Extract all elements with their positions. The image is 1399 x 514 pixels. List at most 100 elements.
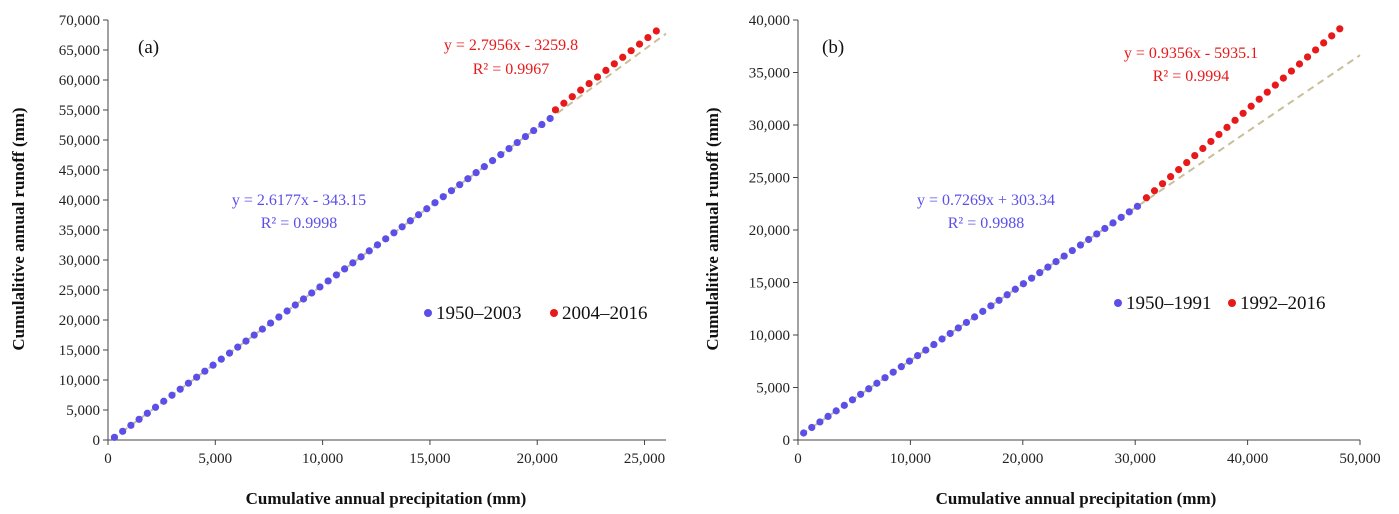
data-point bbox=[472, 169, 480, 177]
y-tick-label: 45,000 bbox=[59, 163, 100, 179]
data-point bbox=[593, 73, 602, 81]
x-tick-label: 15,000 bbox=[409, 451, 450, 467]
data-point bbox=[1044, 263, 1052, 271]
series-1-points bbox=[800, 202, 1142, 437]
data-point bbox=[1003, 291, 1011, 299]
data-point bbox=[610, 60, 618, 68]
data-point bbox=[1287, 67, 1296, 75]
data-point bbox=[1101, 224, 1109, 233]
y-tick-label: 10,000 bbox=[59, 373, 100, 389]
legend-label-series-1: 1950–2003 bbox=[436, 303, 522, 324]
data-point bbox=[635, 40, 644, 48]
x-tick-label: 0 bbox=[794, 451, 802, 467]
data-point bbox=[652, 27, 660, 35]
data-point bbox=[324, 277, 332, 285]
x-tick-label: 10,000 bbox=[302, 451, 343, 467]
r2-series-1: R² = 0.9988 bbox=[948, 215, 1025, 232]
y-tick-label: 40,000 bbox=[59, 193, 100, 209]
legend-marker-series-2 bbox=[550, 309, 558, 317]
data-point bbox=[283, 307, 291, 315]
y-tick-label: 40,000 bbox=[749, 13, 790, 29]
data-point bbox=[464, 175, 472, 183]
data-point bbox=[808, 423, 816, 432]
legend-label-series-1: 1950–1991 bbox=[1126, 293, 1212, 314]
data-point bbox=[349, 259, 357, 267]
x-tick-label: 10,000 bbox=[890, 451, 931, 467]
data-point bbox=[840, 401, 848, 409]
data-point bbox=[390, 229, 398, 237]
chart-panel-b: 0 10,000 20,000 30,000 40,000 50,000 0 5,000 10,… bbox=[703, 13, 1381, 508]
data-point bbox=[568, 93, 576, 101]
x-tick-label: 0 bbox=[104, 451, 112, 467]
legend: 1950–2003 2004–2016 bbox=[424, 303, 648, 324]
data-point bbox=[585, 79, 593, 88]
data-point bbox=[1336, 25, 1344, 33]
data-point bbox=[439, 193, 447, 201]
data-point bbox=[1175, 166, 1183, 174]
y-tick-label: 20,000 bbox=[749, 223, 790, 239]
data-point bbox=[234, 343, 242, 351]
data-point bbox=[800, 429, 808, 437]
data-point bbox=[127, 421, 135, 429]
legend-marker-series-1 bbox=[1114, 299, 1122, 307]
data-point bbox=[250, 331, 258, 339]
data-point bbox=[308, 289, 316, 297]
data-point bbox=[905, 357, 914, 365]
data-point bbox=[538, 120, 546, 129]
data-point bbox=[258, 325, 267, 333]
data-point bbox=[979, 307, 987, 315]
x-tick-label: 25,000 bbox=[624, 451, 665, 467]
data-point bbox=[1036, 269, 1044, 277]
data-point bbox=[423, 205, 431, 213]
panel-label: (a) bbox=[138, 37, 159, 58]
data-point bbox=[267, 319, 275, 327]
data-point bbox=[1133, 202, 1142, 210]
data-point bbox=[1271, 81, 1279, 89]
data-point bbox=[1247, 102, 1255, 110]
data-point bbox=[1328, 32, 1336, 40]
data-point bbox=[242, 337, 250, 345]
data-point bbox=[513, 138, 521, 147]
data-point bbox=[530, 126, 538, 135]
series-2-points bbox=[1142, 25, 1344, 202]
data-point bbox=[1019, 280, 1028, 288]
x-tick-label: 50,000 bbox=[1339, 451, 1380, 467]
equation-series-2: y = 2.7956x - 3259.8 bbox=[444, 37, 578, 54]
legend-label-series-2: 1992–2016 bbox=[1240, 293, 1326, 314]
x-tick-label: 30,000 bbox=[1115, 451, 1156, 467]
data-point bbox=[365, 247, 373, 255]
data-point bbox=[995, 296, 1003, 304]
x-tick-label: 20,000 bbox=[517, 451, 558, 467]
data-point bbox=[431, 199, 439, 207]
data-point bbox=[987, 302, 995, 310]
data-point bbox=[577, 86, 585, 94]
plot-frame: 0 10,000 20,000 30,000 40,000 50,000 0 5,000 10,… bbox=[749, 13, 1381, 467]
data-point bbox=[160, 397, 168, 405]
data-point bbox=[1142, 194, 1151, 202]
data-point bbox=[414, 211, 423, 219]
x-tick-label: 40,000 bbox=[1227, 451, 1268, 467]
data-point bbox=[225, 349, 234, 357]
data-point bbox=[1060, 252, 1068, 260]
y-tick-label: 10,000 bbox=[749, 328, 790, 344]
data-point bbox=[848, 396, 857, 404]
data-point bbox=[1231, 116, 1239, 124]
data-point bbox=[602, 66, 610, 75]
x-tick-label: 5,000 bbox=[198, 451, 232, 467]
y-tick-label: 50,000 bbox=[59, 133, 100, 149]
data-point bbox=[1125, 208, 1133, 216]
x-tick-label: 20,000 bbox=[1002, 451, 1043, 467]
data-point bbox=[962, 318, 971, 327]
y-tick-label: 5,000 bbox=[66, 403, 100, 419]
legend-marker-series-1 bbox=[424, 309, 432, 317]
data-point bbox=[291, 301, 299, 309]
data-point bbox=[1117, 213, 1125, 221]
data-point bbox=[488, 157, 497, 165]
r2-series-1: R² = 0.9998 bbox=[261, 215, 338, 232]
x-axis-title: Cumulative annual precipitation (mm) bbox=[246, 489, 527, 508]
data-point bbox=[1207, 137, 1215, 146]
data-point bbox=[897, 363, 905, 371]
r2-series-2: R² = 0.9994 bbox=[1153, 68, 1230, 85]
data-point bbox=[193, 373, 201, 381]
